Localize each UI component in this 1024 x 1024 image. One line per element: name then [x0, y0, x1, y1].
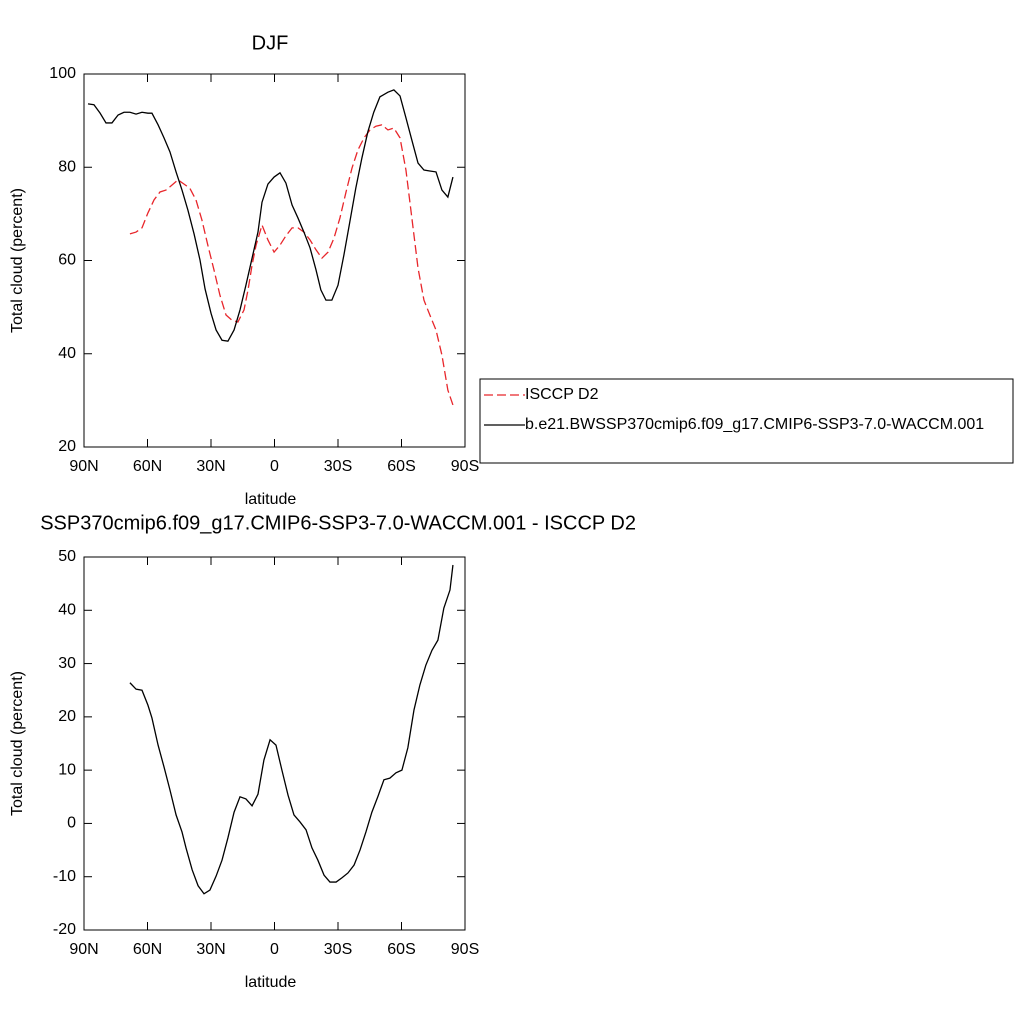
y-tick-label: 40 — [58, 345, 76, 362]
legend-box — [479, 378, 1014, 464]
x-tick-label: 90N — [69, 458, 98, 475]
x-tick-label: 60S — [387, 941, 415, 958]
chart-title: DJF — [252, 32, 289, 54]
x-tick-label: 90S — [451, 458, 479, 475]
x-tick-label: 0 — [270, 941, 279, 958]
y-tick-label: 50 — [58, 548, 76, 565]
series-line — [87, 89, 454, 342]
chart-title: SSP370cmip6.f09_g17.CMIP6-SSP3-7.0-WACCM… — [40, 512, 636, 534]
x-axis-label: latitude — [245, 974, 297, 991]
x-axis-label: latitude — [245, 491, 297, 508]
x-tick-label: 0 — [270, 458, 279, 475]
x-tick-label: 30N — [196, 458, 225, 475]
y-tick-label: 60 — [58, 252, 76, 269]
y-tick-label: 20 — [58, 438, 76, 455]
y-axis-label: Total cloud (percent) — [9, 188, 26, 333]
y-axis-label: Total cloud (percent) — [9, 671, 26, 816]
x-tick-label: 30S — [324, 941, 352, 958]
x-tick-label: 30N — [196, 941, 225, 958]
legend-label: ISCCP D2 — [525, 386, 599, 403]
x-tick-label: 60N — [133, 941, 162, 958]
x-tick-label: 90N — [69, 941, 98, 958]
panel: SSP370cmip6.f09_g17.CMIP6-SSP3-7.0-WACCM… — [9, 512, 636, 991]
x-tick-label: 60N — [133, 458, 162, 475]
plot-frame — [83, 73, 466, 448]
series-line — [129, 564, 454, 895]
y-tick-label: 10 — [58, 761, 76, 778]
legend-label: b.e21.BWSSP370cmip6.f09_g17.CMIP6-SSP3-7… — [525, 416, 984, 433]
x-tick-label: 60S — [387, 458, 415, 475]
series-line — [129, 124, 454, 406]
y-tick-label: -20 — [53, 921, 76, 938]
y-tick-label: 0 — [67, 815, 76, 832]
panel: DJF 90N 60N 30N 0 30S 60S 90S 20 40 60 80 100 latitud… — [9, 32, 1014, 508]
y-tick-label: 20 — [58, 708, 76, 725]
y-tick-label: 100 — [49, 65, 76, 82]
y-tick-label: 80 — [58, 158, 76, 175]
x-tick-label: 30S — [324, 458, 352, 475]
x-tick-label: 90S — [451, 941, 479, 958]
y-tick-label: 30 — [58, 655, 76, 672]
y-tick-label: 40 — [58, 602, 76, 619]
y-tick-label: -10 — [53, 868, 76, 885]
